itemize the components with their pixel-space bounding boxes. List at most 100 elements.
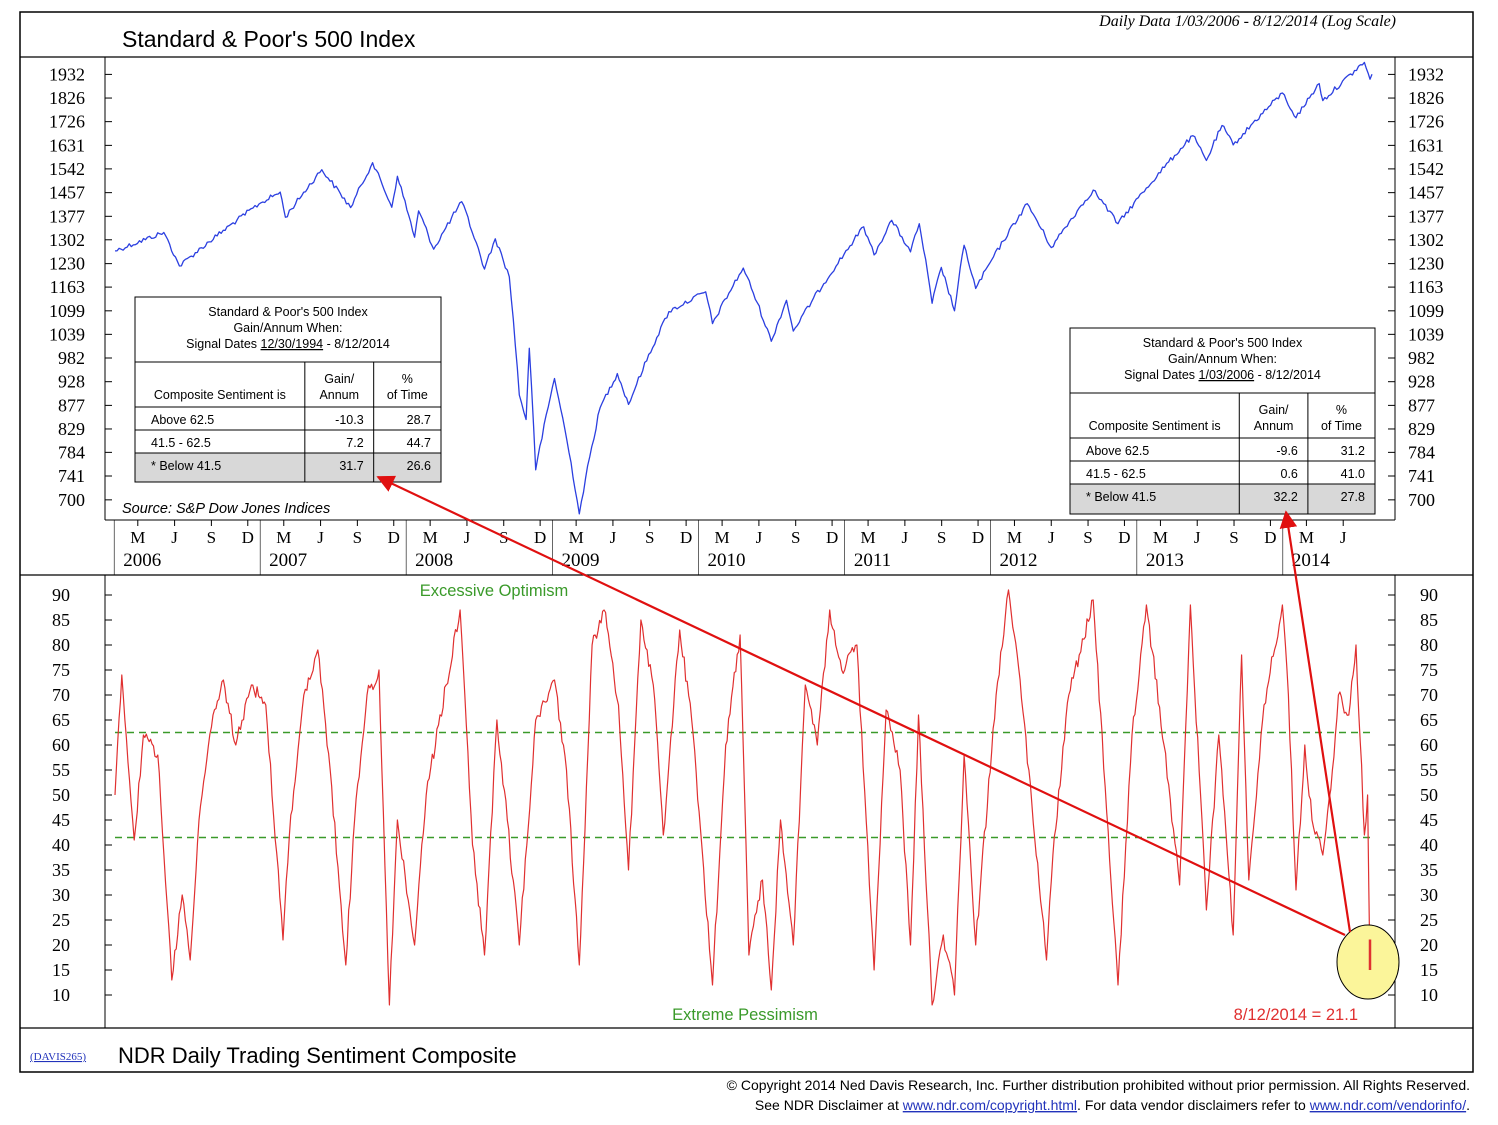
sent-tick-label-left: 60 <box>52 735 70 755</box>
x-year-label: 2007 <box>269 550 307 571</box>
x-month-label: S <box>1083 528 1092 547</box>
table-title: Standard & Poor's 500 Index <box>1143 336 1303 350</box>
table-time-cell: 26.6 <box>407 459 431 473</box>
table-gain-cell: 31.7 <box>339 459 363 473</box>
annotations <box>376 475 1400 1000</box>
vendorinfo-link[interactable]: www.ndr.com/vendorinfo/ <box>1309 1097 1467 1113</box>
sent-tick-label-right: 65 <box>1420 710 1438 730</box>
price-tick-label-right: 1457 <box>1408 183 1444 203</box>
x-month-label: S <box>353 528 362 547</box>
table-header: Annum <box>319 388 359 402</box>
price-tick-label-left: 784 <box>58 442 85 462</box>
x-month-label: S <box>207 528 216 547</box>
arrow-to-left-table <box>376 475 1346 936</box>
table-gain-cell: 32.2 <box>1274 490 1298 504</box>
sent-tick-label-left: 10 <box>52 985 70 1005</box>
table-time-cell: 28.7 <box>407 413 431 427</box>
table-signal-dates: Signal Dates 1/03/2006 - 8/12/2014 <box>1124 368 1321 382</box>
price-tick-label-right: 1230 <box>1408 254 1444 274</box>
table-right: Standard & Poor's 500 Index Gain/Annum Wh… <box>1069 327 1376 515</box>
table-header: of Time <box>387 388 428 402</box>
price-tick-label-right: 1163 <box>1408 277 1443 297</box>
sent-tick-label-right: 60 <box>1420 735 1438 755</box>
table-header: % <box>1336 403 1347 417</box>
x-month-label: S <box>645 528 654 547</box>
table-row-label: 41.5 - 62.5 <box>151 436 211 450</box>
x-year-label: 2011 <box>854 550 891 571</box>
sent-tick-label-left: 80 <box>52 635 70 655</box>
x-month-label: M <box>1153 528 1168 547</box>
sent-tick-label-right: 50 <box>1420 785 1438 805</box>
x-month-label: J <box>464 528 471 547</box>
x-year-label: 2013 <box>1146 550 1184 571</box>
price-tick-label-right: 700 <box>1408 490 1435 510</box>
sent-tick-label-right: 40 <box>1420 835 1438 855</box>
x-month-label: D <box>972 528 984 547</box>
price-tick-label-left: 982 <box>58 348 85 368</box>
arrow-to-right-table <box>1279 510 1352 933</box>
table-gain-cell: 0.6 <box>1281 467 1298 481</box>
sent-tick-label-right: 85 <box>1420 610 1438 630</box>
sent-tick-label-right: 35 <box>1420 860 1438 880</box>
copyright-line: © Copyright 2014 Ned Davis Research, Inc… <box>727 1077 1470 1093</box>
sentiment-chart-title: NDR Daily Trading Sentiment Composite <box>118 1043 517 1068</box>
table-time-cell: 41.0 <box>1341 467 1365 481</box>
x-month-label: J <box>317 528 324 547</box>
price-tick-label-right: 928 <box>1408 372 1435 392</box>
x-month-label: D <box>680 528 692 547</box>
sent-tick-label-left: 85 <box>52 610 70 630</box>
x-month-label: S <box>1229 528 1238 547</box>
x-month-label: J <box>756 528 763 547</box>
price-tick-label-left: 1631 <box>49 135 85 155</box>
x-month-label: S <box>937 528 946 547</box>
table-time-cell: 27.8 <box>1341 490 1365 504</box>
table-signal-dates: Signal Dates 12/30/1994 - 8/12/2014 <box>186 337 390 351</box>
sent-tick-label-left: 75 <box>52 660 70 680</box>
x-month-label: M <box>569 528 584 547</box>
price-tick-label-right: 741 <box>1408 466 1435 486</box>
x-month-label: D <box>534 528 546 547</box>
disclaimer-pre: See NDR Disclaimer at <box>755 1097 903 1113</box>
table-gain-cell: 7.2 <box>346 436 363 450</box>
price-tick-label-left: 1932 <box>49 64 85 84</box>
price-tick-label-right: 982 <box>1408 348 1435 368</box>
price-tick-label-left: 928 <box>58 372 85 392</box>
price-tick-label-left: 1542 <box>49 159 85 179</box>
sent-tick-label-left: 25 <box>52 910 70 930</box>
x-month-label: J <box>1194 528 1201 547</box>
table-header: Annum <box>1254 419 1294 433</box>
signal-prefix: Signal Dates <box>1124 368 1198 382</box>
price-tick-label-left: 1826 <box>49 88 85 108</box>
sent-series <box>114 589 1373 1006</box>
sent-tick-label-right: 45 <box>1420 810 1438 830</box>
x-month-label: J <box>1048 528 1055 547</box>
sent-tick-label-right: 55 <box>1420 760 1438 780</box>
table-row-label: * Below 41.5 <box>151 459 221 473</box>
table-header: of Time <box>1321 419 1362 433</box>
price-source-label: Source: S&P Dow Jones Indices <box>122 501 330 517</box>
sent-tick-label-left: 45 <box>52 810 70 830</box>
price-tick-label-right: 1302 <box>1408 230 1444 250</box>
last-value-label: 8/12/2014 = 21.1 <box>1234 1006 1358 1024</box>
table-frame <box>134 296 442 483</box>
x-month-label: M <box>423 528 438 547</box>
sentiment-code-link[interactable]: (DAVIS265) <box>30 1051 86 1063</box>
table-title: Standard & Poor's 500 Index <box>208 305 368 319</box>
price-tick-label-left: 1457 <box>49 183 85 203</box>
disclaimer-post: . <box>1466 1097 1470 1113</box>
sent-tick-label-left: 55 <box>52 760 70 780</box>
copyright-link[interactable]: www.ndr.com/copyright.html <box>902 1097 1077 1113</box>
sentiment-line <box>114 589 1373 1006</box>
price-tick-label-right: 1631 <box>1408 135 1444 155</box>
price-tick-label-right: 1826 <box>1408 88 1444 108</box>
sent-tick-label-left: 65 <box>52 710 70 730</box>
disclaimer-line: See NDR Disclaimer at www.ndr.com/copyri… <box>755 1097 1470 1113</box>
price-tick-label-right: 1932 <box>1408 64 1444 84</box>
signal-start: 12/30/1994 <box>261 337 324 351</box>
x-month-label: M <box>861 528 876 547</box>
sent-tick-label-right: 20 <box>1420 935 1438 955</box>
sent-tick-label-right: 75 <box>1420 660 1438 680</box>
price-tick-label-left: 1726 <box>49 112 85 132</box>
price-tick-label-right: 1542 <box>1408 159 1444 179</box>
table-time-cell: 31.2 <box>1341 444 1365 458</box>
